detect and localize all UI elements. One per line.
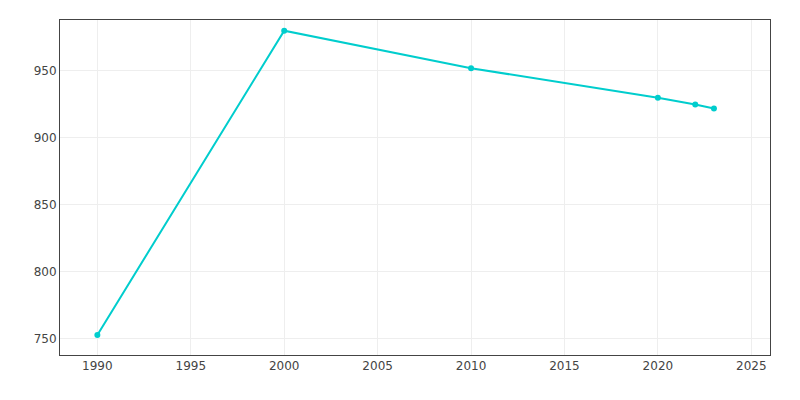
- svg-text:2015: 2015: [549, 359, 580, 373]
- svg-text:1995: 1995: [176, 359, 207, 373]
- svg-text:850: 850: [34, 198, 57, 212]
- svg-text:2020: 2020: [643, 359, 674, 373]
- svg-text:900: 900: [34, 131, 57, 145]
- svg-text:2005: 2005: [362, 359, 393, 373]
- svg-text:2025: 2025: [736, 359, 767, 373]
- svg-text:2010: 2010: [456, 359, 487, 373]
- svg-text:750: 750: [34, 332, 57, 346]
- svg-text:2000: 2000: [269, 359, 300, 373]
- svg-text:800: 800: [34, 265, 57, 279]
- svg-text:950: 950: [34, 64, 57, 78]
- svg-text:1990: 1990: [82, 359, 113, 373]
